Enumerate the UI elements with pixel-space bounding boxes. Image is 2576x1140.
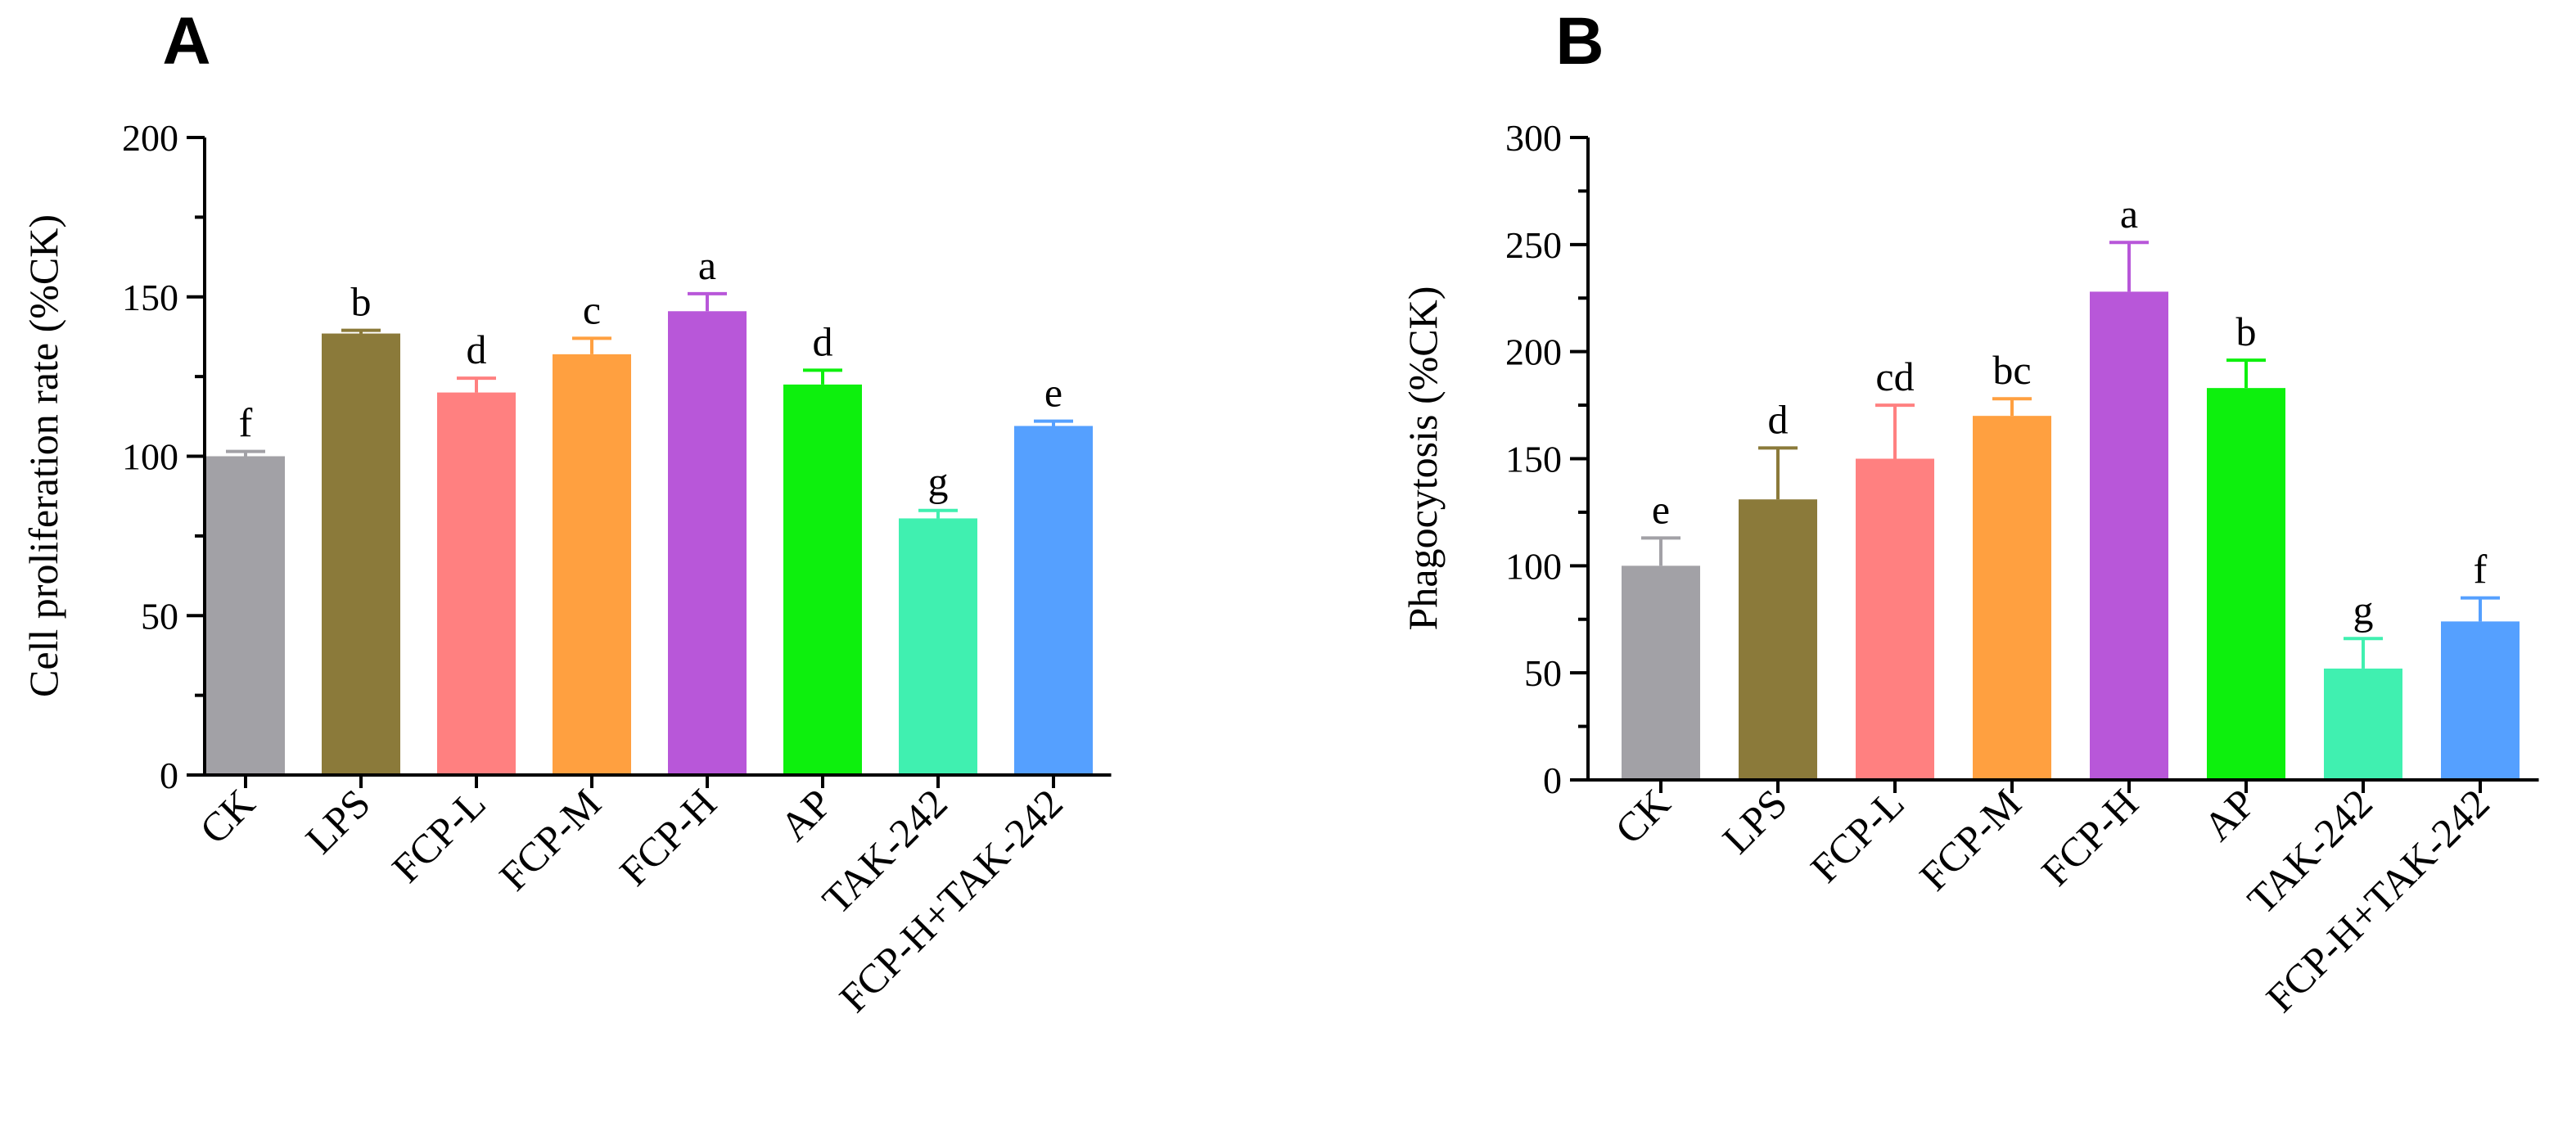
bar-b-fcp-h xyxy=(2090,291,2168,780)
sig-letter-a-tak-242: g xyxy=(928,459,949,505)
y-tick-label-b-150: 150 xyxy=(1505,439,1562,480)
bar-b-fcp-m xyxy=(1973,416,2051,780)
category-label-b-ck: CK xyxy=(1606,780,1679,853)
sig-letter-a-fcp-h: a xyxy=(698,242,716,288)
bar-a-fcp-h+tak-242 xyxy=(1014,426,1093,775)
sig-letter-b-ap: b xyxy=(2236,309,2257,354)
sig-letter-b-tak-242: g xyxy=(2353,587,2374,633)
panel-a: A Cell proliferation rate (%CK) f CK b LPS d FC… xyxy=(20,4,1112,1021)
bar-b-fcp-h+tak-242 xyxy=(2441,621,2520,780)
panel-a-label: A xyxy=(162,4,210,79)
error-bar-b-fcp-h+tak-242 xyxy=(2461,596,2500,622)
sig-letter-b-fcp-h+tak-242: f xyxy=(2474,547,2488,593)
bar-a-fcp-l xyxy=(437,392,516,775)
category-label-a-fcp-m: FCP-M xyxy=(490,780,610,899)
error-bar-b-fcp-l xyxy=(1875,403,1915,459)
category-label-b-fcp-h+tak-242: FCP-H+TAK-242 xyxy=(2257,780,2497,1021)
sig-letter-b-lps: d xyxy=(1768,396,1789,442)
sig-letter-b-fcp-m: bc xyxy=(1992,347,2031,393)
bar-b-tak-242 xyxy=(2324,668,2402,780)
error-bar-b-ap xyxy=(2226,358,2266,389)
panel-b: B Phagocytosis (%CK) e CK d LPS cd FCP-L bc FCP-M… xyxy=(1400,4,2539,1021)
y-tick-label-b-300: 300 xyxy=(1505,117,1562,159)
y-tick-label-b-200: 200 xyxy=(1505,331,1562,373)
error-bar-b-tak-242 xyxy=(2344,637,2383,669)
category-label-b-fcp-h: FCP-H xyxy=(2032,780,2147,894)
bar-a-fcp-m xyxy=(553,354,631,775)
category-label-b-lps: LPS xyxy=(1713,780,1796,863)
y-tick-label-a-200: 200 xyxy=(122,117,178,159)
sig-letter-b-fcp-l: cd xyxy=(1875,354,1914,399)
y-tick-label-b-250: 250 xyxy=(1505,224,1562,266)
y-tick-label-b-100: 100 xyxy=(1505,545,1562,587)
category-label-a-ap: AP xyxy=(771,780,841,849)
category-label-a-ck: CK xyxy=(191,780,264,853)
y-tick-label-b-50: 50 xyxy=(1524,652,1562,694)
sig-letter-b-ck: e xyxy=(1652,486,1670,532)
bar-b-ck xyxy=(1622,565,1700,780)
error-bar-a-fcp-h xyxy=(688,291,727,312)
y-tick-label-a-50: 50 xyxy=(141,595,178,637)
bar-b-lps xyxy=(1739,499,1817,780)
error-bar-b-fcp-h xyxy=(2109,241,2149,292)
category-label-b-fcp-m: FCP-M xyxy=(1911,780,2030,899)
category-label-b-ap: AP xyxy=(2195,780,2264,849)
error-bar-a-fcp-h+tak-242 xyxy=(1034,419,1073,426)
error-bar-b-fcp-m xyxy=(1992,397,2032,417)
y-tick-label-b-0: 0 xyxy=(1543,759,1562,801)
error-bar-b-ck xyxy=(1641,536,1680,566)
bar-b-ap xyxy=(2207,388,2285,780)
error-bar-b-lps xyxy=(1758,446,1798,500)
category-label-a-fcp-l: FCP-L xyxy=(383,780,494,891)
error-bar-a-fcp-m xyxy=(572,336,611,354)
y-tick-label-a-0: 0 xyxy=(160,755,178,796)
sig-letter-a-fcp-m: c xyxy=(583,286,601,332)
error-bar-a-tak-242 xyxy=(918,508,958,519)
y-axis-title-b: Phagocytosis (%CK) xyxy=(1400,286,1446,631)
sig-letter-a-lps: b xyxy=(351,279,372,325)
bar-b-fcp-l xyxy=(1856,458,1934,780)
category-label-a-lps: LPS xyxy=(296,780,379,863)
y-axis-title-a: Cell proliferation rate (%CK) xyxy=(20,214,66,697)
bar-a-lps xyxy=(322,333,400,776)
sig-letter-b-fcp-h: a xyxy=(2120,191,2138,237)
bar-a-ck xyxy=(206,456,285,775)
error-bar-a-lps xyxy=(341,328,381,334)
y-tick-label-a-100: 100 xyxy=(122,436,178,478)
bar-a-fcp-h xyxy=(668,311,747,776)
bar-a-ap xyxy=(783,384,862,775)
category-label-a-fcp-h: FCP-H xyxy=(611,780,725,894)
y-tick-label-a-150: 150 xyxy=(122,277,178,318)
error-bar-a-fcp-l xyxy=(457,376,496,393)
panel-b-label: B xyxy=(1555,4,1604,79)
bar-a-tak-242 xyxy=(899,518,977,775)
sig-letter-a-fcp-l: d xyxy=(467,327,487,372)
sig-letter-a-ck: f xyxy=(239,400,253,446)
error-bar-a-ck xyxy=(226,449,265,457)
category-label-b-fcp-l: FCP-L xyxy=(1802,780,1913,891)
error-bar-a-ap xyxy=(803,368,842,385)
sig-letter-a-fcp-h+tak-242: e xyxy=(1044,370,1062,416)
sig-letter-a-ap: d xyxy=(813,318,833,364)
